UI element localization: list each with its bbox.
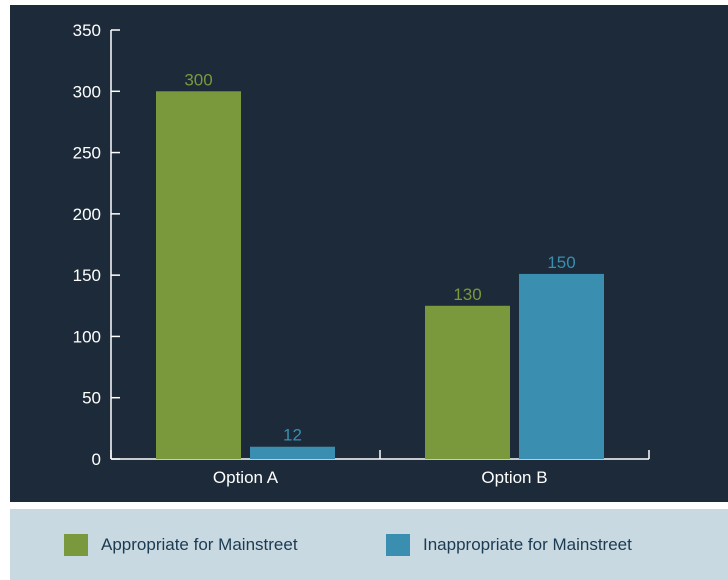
bar (250, 446, 335, 459)
legend-item-appropriate: Appropriate for Mainstreet (64, 534, 298, 556)
bar-value-label: 12 (283, 426, 302, 445)
y-tick-label: 100 (73, 327, 101, 346)
y-tick-label: 350 (73, 21, 101, 40)
y-tick-label: 300 (73, 82, 101, 101)
bar-value-label: 150 (547, 253, 575, 272)
legend-label-appropriate: Appropriate for Mainstreet (101, 535, 298, 554)
legend: Appropriate for Mainstreet Inappropriate… (10, 509, 728, 580)
legend-swatch-appropriate (64, 534, 88, 556)
y-tick-label: 150 (73, 266, 101, 285)
x-category-label: Option B (481, 468, 547, 487)
bar-chart: 0 50 100 150 200 250 300 350 300 12 Option A 130 150… (73, 21, 650, 487)
x-category-label: Option A (213, 468, 279, 487)
bar (156, 91, 241, 460)
y-tick-label: 250 (73, 144, 101, 163)
bar-value-label: 300 (184, 70, 212, 89)
legend-swatch-inappropriate (386, 534, 410, 556)
y-tick-label: 50 (82, 389, 101, 408)
legend-label-inappropriate: Inappropriate for Mainstreet (423, 535, 632, 554)
chart-panel: 0 50 100 150 200 250 300 350 300 12 Option A 130 150… (10, 5, 728, 502)
bar (519, 273, 604, 459)
y-tick-label: 0 (92, 450, 101, 469)
bar-value-label: 130 (453, 285, 481, 304)
bar (425, 305, 510, 459)
y-tick-label: 200 (73, 205, 101, 224)
legend-item-inappropriate: Inappropriate for Mainstreet (386, 534, 632, 556)
